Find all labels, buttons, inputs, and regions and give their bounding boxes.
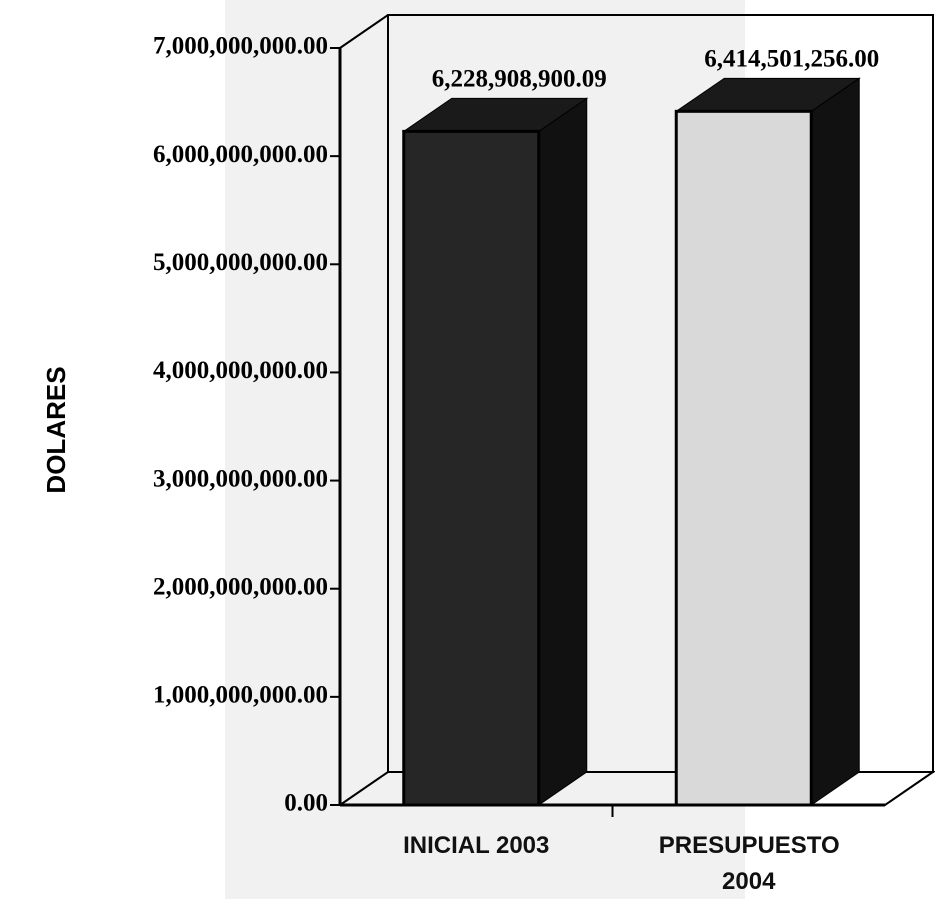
y-tick-label: 1,000,000,000.00 (153, 682, 328, 709)
bar (674, 109, 813, 807)
y-tick-label: 0.00 (284, 790, 328, 817)
bar-side (538, 97, 588, 806)
y-tick-label: 6,000,000,000.00 (153, 141, 328, 168)
x-tick-label: PRESUPUESTO 2004 (658, 832, 840, 895)
y-axis-title: DOLARES (41, 366, 71, 493)
bar (402, 129, 541, 807)
y-tick-label: 2,000,000,000.00 (153, 573, 328, 600)
y-tick-label: 3,000,000,000.00 (153, 465, 328, 492)
y-tick-label: 4,000,000,000.00 (153, 357, 328, 384)
value-label: 6,414,501,256.00 (704, 45, 879, 72)
side-wall-top (339, 14, 389, 49)
x-tick-label: INICIAL 2003 (403, 832, 550, 859)
y-tick-label: 7,000,000,000.00 (153, 33, 328, 60)
bar-side (810, 77, 860, 806)
value-label: 6,228,908,900.09 (432, 65, 607, 92)
y-tick-label: 5,000,000,000.00 (153, 249, 328, 276)
